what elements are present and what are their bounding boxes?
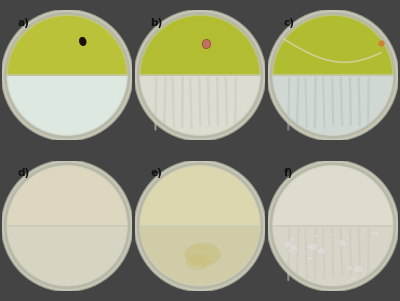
Ellipse shape [353, 265, 364, 273]
Text: a): a) [18, 18, 30, 28]
Ellipse shape [346, 265, 353, 271]
Ellipse shape [184, 243, 221, 266]
Ellipse shape [134, 160, 266, 291]
Ellipse shape [80, 37, 86, 45]
Ellipse shape [267, 160, 399, 291]
Polygon shape [5, 13, 129, 75]
Ellipse shape [138, 164, 262, 288]
Ellipse shape [1, 160, 133, 291]
Ellipse shape [288, 246, 299, 254]
Ellipse shape [289, 237, 296, 242]
Ellipse shape [290, 246, 298, 252]
Ellipse shape [306, 244, 313, 249]
Ellipse shape [307, 243, 318, 251]
Ellipse shape [186, 254, 209, 270]
Ellipse shape [134, 10, 266, 141]
Polygon shape [271, 13, 395, 75]
Polygon shape [138, 13, 262, 75]
Ellipse shape [271, 164, 395, 288]
Ellipse shape [338, 240, 348, 246]
Ellipse shape [329, 233, 333, 236]
Text: f): f) [283, 169, 293, 178]
Polygon shape [5, 164, 129, 226]
Ellipse shape [306, 256, 313, 261]
Ellipse shape [1, 10, 133, 141]
Text: d): d) [18, 169, 30, 178]
Ellipse shape [314, 234, 319, 238]
Ellipse shape [267, 10, 399, 141]
Polygon shape [138, 164, 262, 226]
Ellipse shape [289, 244, 298, 250]
Ellipse shape [202, 39, 211, 48]
Text: c): c) [283, 18, 294, 28]
Ellipse shape [271, 13, 395, 137]
Polygon shape [271, 164, 395, 226]
Ellipse shape [317, 248, 327, 255]
Text: e): e) [150, 169, 162, 178]
Ellipse shape [283, 241, 293, 248]
Ellipse shape [5, 164, 129, 288]
Ellipse shape [372, 231, 379, 236]
Ellipse shape [138, 13, 262, 137]
Ellipse shape [350, 276, 356, 281]
Ellipse shape [5, 13, 129, 137]
Text: b): b) [150, 18, 163, 28]
